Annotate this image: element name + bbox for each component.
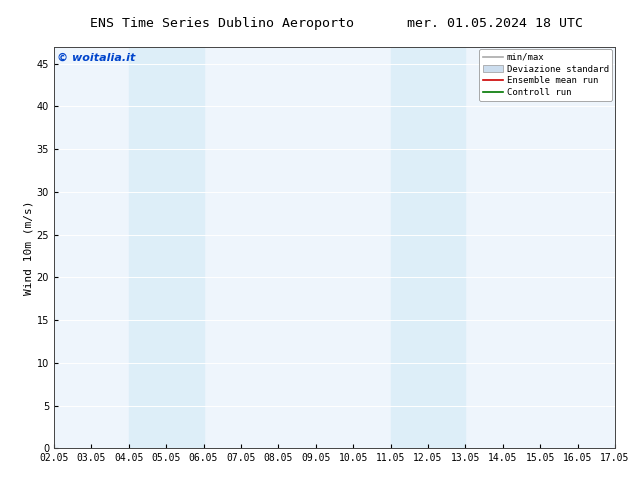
Text: mer. 01.05.2024 18 UTC: mer. 01.05.2024 18 UTC	[406, 17, 583, 30]
Text: ENS Time Series Dublino Aeroporto: ENS Time Series Dublino Aeroporto	[90, 17, 354, 30]
Y-axis label: Wind 10m (m/s): Wind 10m (m/s)	[23, 200, 34, 294]
Bar	[129, 47, 204, 448]
Text: © woitalia.it: © woitalia.it	[56, 52, 135, 63]
Legend: min/max, Deviazione standard, Ensemble mean run, Controll run: min/max, Deviazione standard, Ensemble m…	[479, 49, 612, 100]
Bar	[391, 47, 465, 448]
